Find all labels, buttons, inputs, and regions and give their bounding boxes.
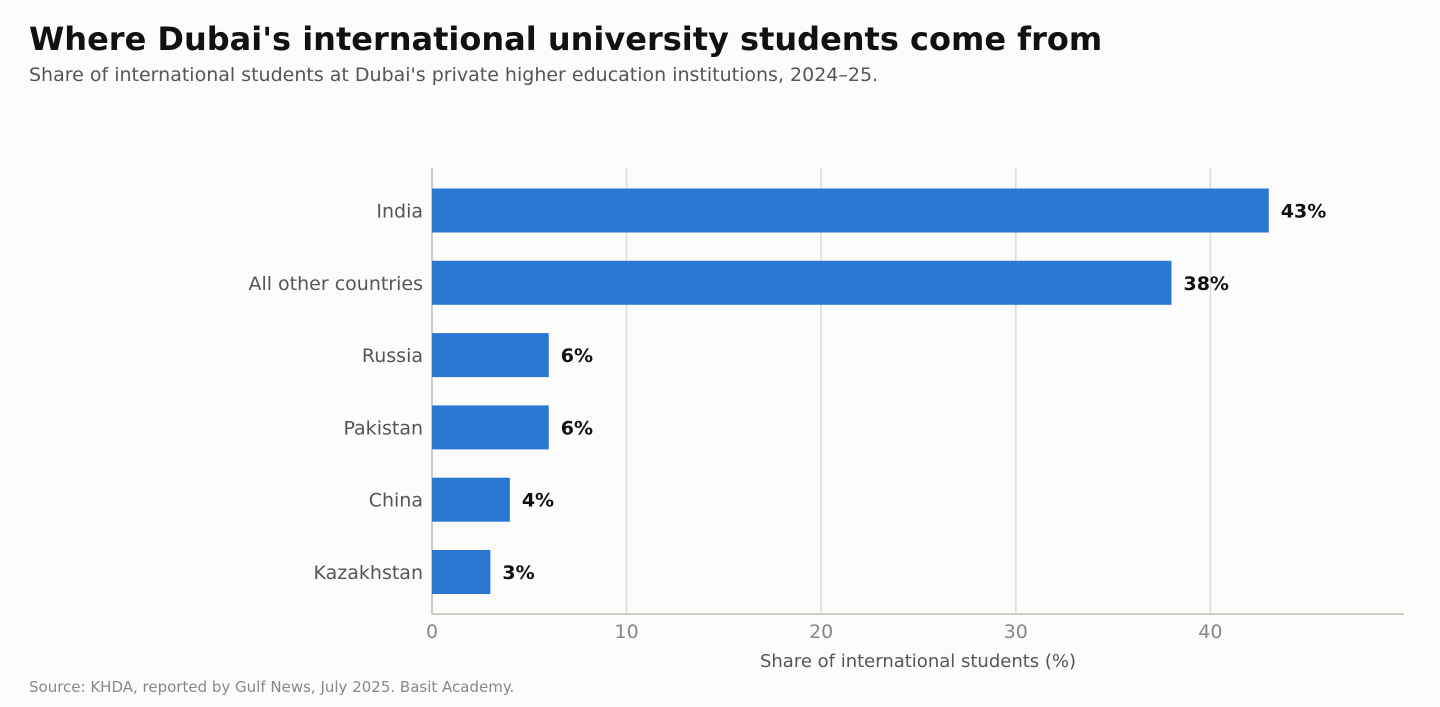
axes xyxy=(431,168,1404,615)
x-tick-label-40: 40 xyxy=(1198,621,1222,643)
chart-title: Where Dubai's international university s… xyxy=(29,20,1103,58)
bar-pakistan xyxy=(432,405,549,450)
x-tick-label-30: 30 xyxy=(1004,621,1028,643)
category-label-kazakhstan: Kazakhstan xyxy=(314,562,423,584)
category-label-russia: Russia xyxy=(362,345,423,367)
value-label-pakistan: 6% xyxy=(561,417,593,439)
x-tick-label-10: 10 xyxy=(615,621,639,643)
labels: 0 10 20 30 40 India 43% All other countries 38% R… xyxy=(248,201,1326,644)
category-label-all-other-countries: All other countries xyxy=(248,273,423,295)
value-label-india: 43% xyxy=(1281,201,1326,223)
value-label-kazakhstan: 3% xyxy=(502,562,534,584)
category-label-pakistan: Pakistan xyxy=(343,417,423,439)
value-label-china: 4% xyxy=(522,490,554,512)
x-tick-label-0: 0 xyxy=(426,621,438,643)
bar-india xyxy=(432,188,1269,233)
source-note: Source: KHDA, reported by Gulf News, Jul… xyxy=(29,678,515,696)
bar-china xyxy=(432,477,510,522)
bars xyxy=(432,188,1269,594)
value-label-all-other-countries: 38% xyxy=(1183,273,1228,295)
grid-lines xyxy=(625,168,1212,614)
value-label-russia: 6% xyxy=(561,345,593,367)
bar-all-other-countries xyxy=(432,260,1172,305)
bar-kazakhstan xyxy=(432,550,491,594)
x-axis-title: Share of international students (%) xyxy=(760,651,1076,672)
chart-subtitle: Share of international students at Dubai… xyxy=(29,64,879,86)
category-label-india: India xyxy=(376,201,423,223)
bar-russia xyxy=(432,333,549,378)
category-label-china: China xyxy=(369,490,423,512)
x-tick-label-20: 20 xyxy=(809,621,833,643)
